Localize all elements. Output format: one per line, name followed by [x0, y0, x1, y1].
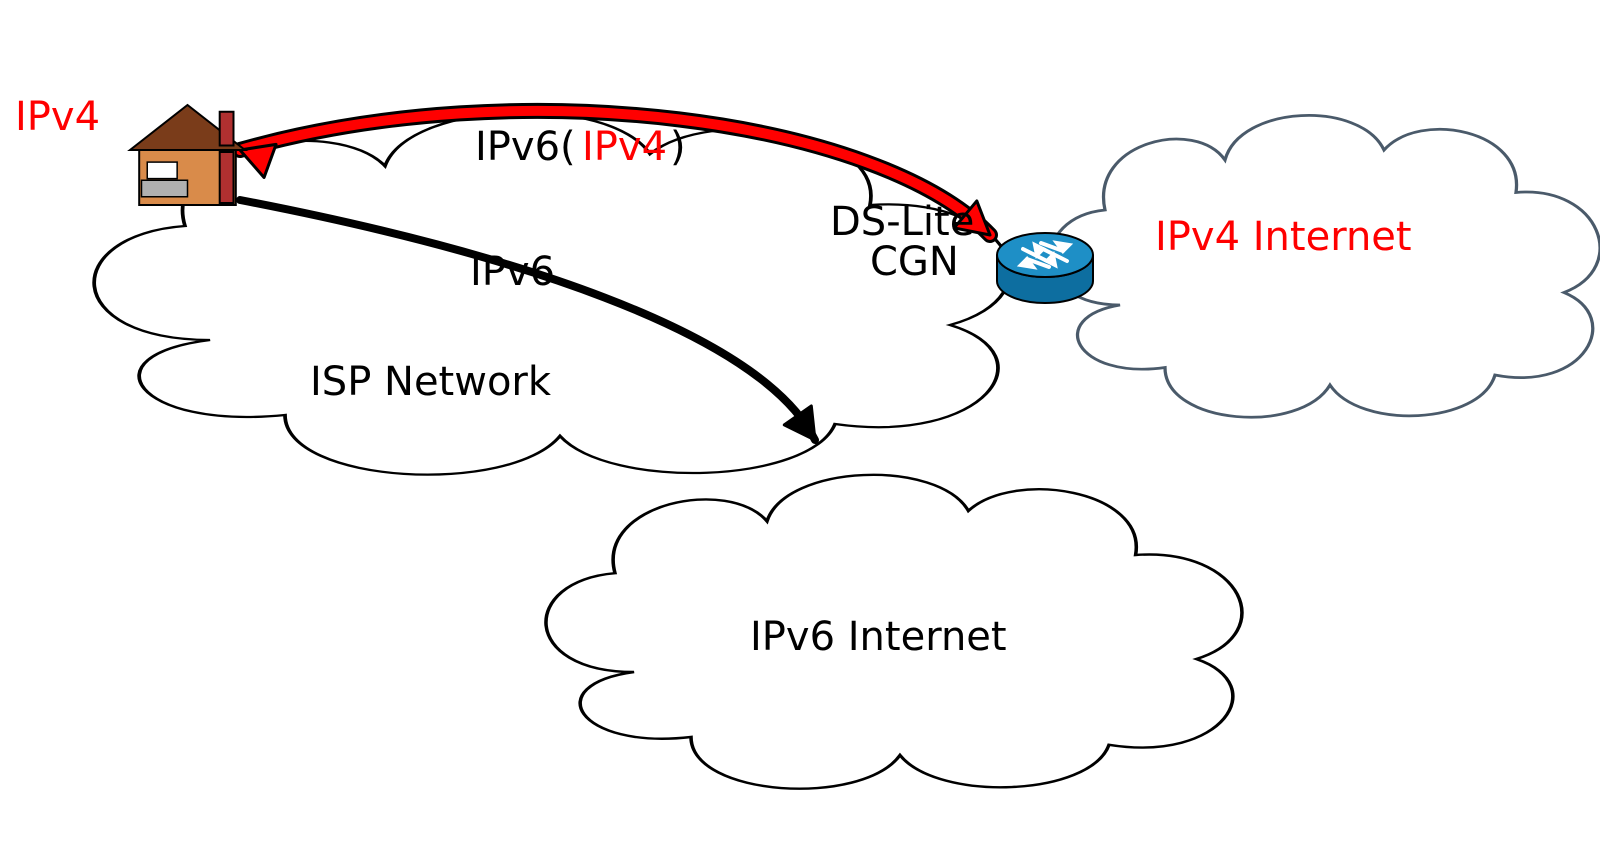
label-ds-lite-line2: CGN: [870, 239, 959, 285]
label-ipv4-home: IPv4: [15, 94, 100, 140]
diagram-canvas: IPv4 IPv6( IPv4 ) IPv6 ISP Network DS-Li…: [0, 0, 1600, 842]
label-ipv4-internet: IPv4 Internet: [1155, 214, 1412, 260]
home-icon: [130, 105, 245, 205]
label-ipv6-internet: IPv6 Internet: [750, 614, 1007, 660]
label-ipv6: IPv6: [470, 249, 555, 295]
router-icon: [997, 233, 1093, 303]
cloud-ipv4-internet: [1050, 115, 1599, 417]
label-isp-network: ISP Network: [310, 359, 552, 405]
